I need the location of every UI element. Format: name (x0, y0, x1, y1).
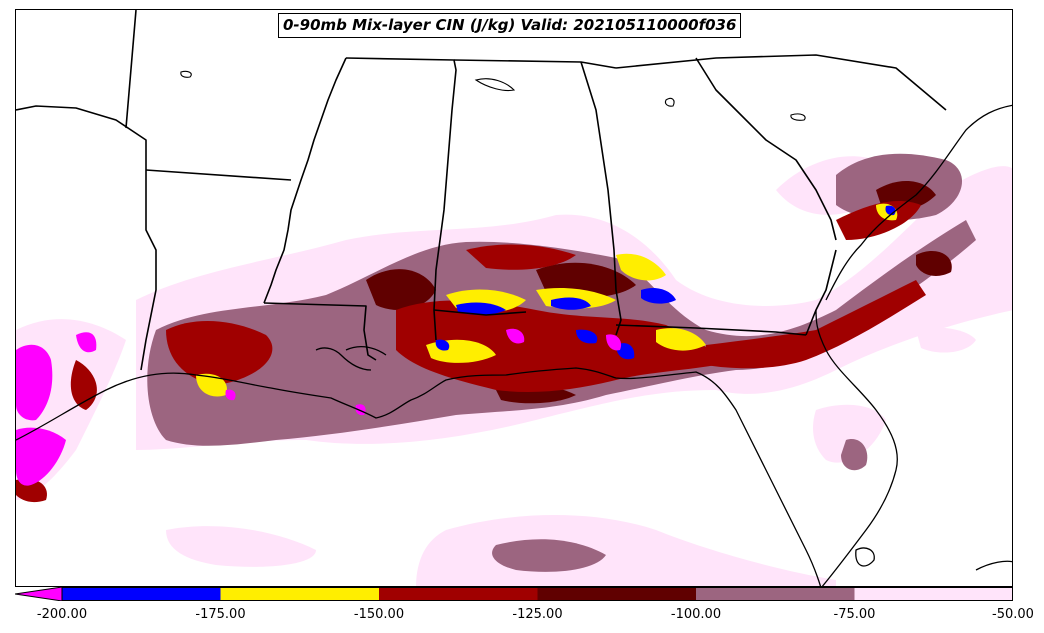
map-panel (15, 9, 1013, 587)
colorbar-tick-label: -100.00 (670, 607, 722, 622)
colorbar-segment (379, 587, 538, 601)
colorbar-tick-label: -75.00 (833, 607, 876, 622)
map-title: 0-90mb Mix-layer CIN (J/kg) Valid: 20210… (278, 13, 742, 38)
state-boundaries (16, 10, 947, 371)
cin-contour-darkred (16, 200, 926, 503)
colorbar-tick-label: -150.00 (353, 607, 405, 622)
colorbar-tick-label: -200.00 (36, 607, 88, 622)
colorbar-segment (696, 587, 855, 601)
cin-map (16, 10, 1012, 586)
colorbar-extend-min (15, 587, 63, 601)
colorbar-tick-label: -50.00 (992, 607, 1034, 622)
colorbar-segment (220, 587, 379, 601)
lakes (180, 70, 806, 121)
colorbar (15, 587, 1013, 601)
colorbar-segment (62, 587, 221, 601)
colorbar-tick-label: -175.00 (195, 607, 246, 622)
colorbar-outline (61, 587, 1013, 601)
coastline (16, 104, 1012, 586)
colorbar-tick-label: -125.00 (512, 607, 563, 622)
colorbar-segment (537, 587, 696, 601)
colorbar-segment (854, 587, 1013, 601)
